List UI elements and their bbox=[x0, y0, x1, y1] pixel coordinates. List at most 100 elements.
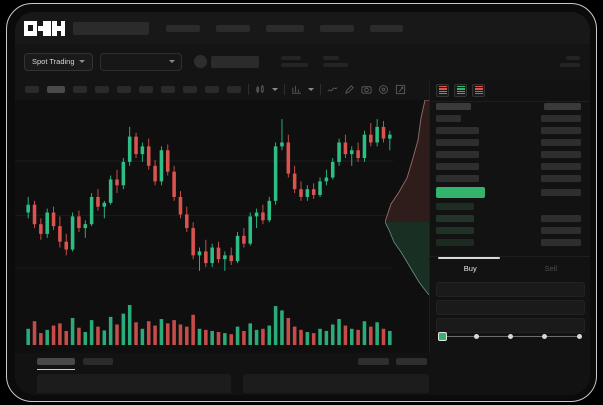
ask-amount-1[interactable] bbox=[541, 127, 581, 134]
ask-price-1[interactable] bbox=[436, 127, 479, 134]
indicator-icon[interactable] bbox=[291, 84, 302, 95]
volume-bars-group bbox=[26, 305, 392, 345]
settings-icon[interactable] bbox=[378, 84, 389, 95]
chart-toolbar bbox=[15, 79, 429, 100]
bottom-right-tab-0[interactable] bbox=[358, 358, 389, 365]
timeframe-9[interactable] bbox=[227, 86, 241, 93]
line-chart-icon[interactable] bbox=[327, 84, 338, 95]
depth-ask-area bbox=[385, 100, 429, 222]
ask-amount-3[interactable] bbox=[541, 151, 581, 158]
ask-amount-0[interactable] bbox=[541, 115, 581, 122]
slider-node-75[interactable] bbox=[542, 333, 547, 339]
timeframe-4[interactable] bbox=[117, 86, 131, 93]
slider-node-25[interactable] bbox=[474, 333, 479, 339]
bottom-active-indicator bbox=[37, 369, 75, 371]
timeframe-group bbox=[25, 86, 241, 93]
spread-price-row bbox=[436, 187, 485, 198]
order-book-panel: Buy Sell bbox=[429, 79, 590, 353]
depth-chart-overlay bbox=[385, 100, 429, 295]
bottom-tab-0[interactable] bbox=[37, 358, 75, 365]
orderbook-col-price bbox=[436, 103, 471, 110]
logo-letter-o bbox=[24, 20, 37, 36]
ask-price-4[interactable] bbox=[436, 163, 479, 170]
tab-sell[interactable]: Sell bbox=[511, 257, 591, 279]
bid-amount-1[interactable] bbox=[541, 215, 581, 222]
toolbar-divider bbox=[284, 84, 285, 95]
slider-node-100[interactable] bbox=[577, 333, 582, 339]
ask-amount-2[interactable] bbox=[541, 139, 581, 146]
timeframe-7[interactable] bbox=[183, 86, 197, 93]
nav-item-4[interactable] bbox=[370, 24, 403, 32]
search-input[interactable] bbox=[73, 21, 149, 35]
nav-item-1[interactable] bbox=[216, 24, 250, 32]
slider-handle[interactable] bbox=[438, 332, 447, 341]
order-total-input[interactable] bbox=[436, 318, 585, 333]
top-navigation-bar bbox=[15, 12, 590, 44]
ask-price-3[interactable] bbox=[436, 151, 479, 158]
orderbook-both-icon[interactable] bbox=[436, 83, 449, 97]
timeframe-3[interactable] bbox=[95, 86, 109, 93]
spot-trading-label: Spot Trading bbox=[32, 57, 75, 66]
bid-amount-3[interactable] bbox=[541, 239, 581, 246]
bid-price-3[interactable] bbox=[436, 239, 474, 246]
order-amount-input[interactable] bbox=[436, 300, 585, 315]
depth-bid-area bbox=[385, 222, 429, 295]
chart-panel bbox=[15, 79, 429, 353]
nav-item-3[interactable] bbox=[320, 24, 354, 32]
candlestick-chart[interactable] bbox=[15, 100, 429, 353]
chevron-down-icon[interactable] bbox=[308, 88, 314, 91]
orderbook-bids-icon[interactable] bbox=[454, 83, 467, 97]
pencil-icon[interactable] bbox=[344, 84, 355, 95]
tab-buy-label: Buy bbox=[463, 263, 477, 273]
bottom-card-0[interactable] bbox=[37, 374, 231, 393]
chevron-down-icon bbox=[78, 60, 85, 63]
orderbook-rows[interactable] bbox=[430, 103, 590, 255]
spot-trading-dropdown[interactable]: Spot Trading bbox=[24, 52, 93, 71]
last-price bbox=[210, 55, 259, 68]
order-price-input[interactable] bbox=[436, 282, 585, 297]
logo-letter-x bbox=[52, 20, 66, 36]
bottom-tab-bar bbox=[15, 353, 429, 371]
bottom-tab-1[interactable] bbox=[83, 358, 113, 365]
timeframe-6[interactable] bbox=[161, 86, 175, 93]
bid-price-1[interactable] bbox=[436, 215, 474, 222]
timeframe-5[interactable] bbox=[139, 86, 153, 93]
bid-price-0[interactable] bbox=[436, 203, 474, 210]
nav-item-2[interactable] bbox=[266, 24, 304, 32]
bottom-right-tab-1[interactable] bbox=[396, 358, 427, 365]
candles-group bbox=[26, 119, 392, 271]
bottom-card-1[interactable] bbox=[243, 374, 429, 393]
tab-buy[interactable]: Buy bbox=[430, 257, 511, 279]
orderbook-col-amount bbox=[544, 103, 581, 110]
bid-price-2[interactable] bbox=[436, 227, 474, 234]
ask-price-2[interactable] bbox=[436, 139, 479, 146]
ask-amount-4[interactable] bbox=[541, 163, 581, 170]
timeframe-1[interactable] bbox=[47, 86, 65, 93]
toolbar-divider bbox=[248, 84, 249, 95]
trade-side-tabs: Buy Sell bbox=[430, 257, 590, 279]
candle-type-icon[interactable] bbox=[255, 84, 266, 95]
camera-icon[interactable] bbox=[361, 84, 372, 95]
market-stat-right bbox=[560, 56, 580, 67]
fullscreen-icon[interactable] bbox=[395, 84, 406, 95]
app-window: Spot Trading bbox=[15, 12, 590, 395]
amount-percent-slider[interactable] bbox=[438, 332, 584, 341]
timeframe-2[interactable] bbox=[73, 86, 87, 93]
panel-divider bbox=[430, 101, 590, 102]
trading-pair-select[interactable] bbox=[99, 52, 182, 71]
bottom-panel bbox=[15, 353, 590, 395]
okx-logo-icon[interactable] bbox=[24, 20, 66, 36]
market-stat-0 bbox=[280, 56, 308, 67]
market-header: Spot Trading bbox=[15, 44, 590, 79]
ask-price-5[interactable] bbox=[436, 175, 479, 182]
ask-price-0[interactable] bbox=[436, 115, 461, 122]
spread-amount bbox=[541, 189, 581, 196]
bid-amount-2[interactable] bbox=[541, 227, 581, 234]
chevron-down-icon[interactable] bbox=[272, 88, 278, 91]
timeframe-8[interactable] bbox=[205, 86, 219, 93]
orderbook-asks-icon[interactable] bbox=[472, 83, 485, 97]
nav-item-0[interactable] bbox=[166, 24, 200, 32]
slider-node-50[interactable] bbox=[508, 333, 513, 339]
ask-amount-5[interactable] bbox=[541, 175, 581, 182]
timeframe-0[interactable] bbox=[25, 86, 39, 93]
